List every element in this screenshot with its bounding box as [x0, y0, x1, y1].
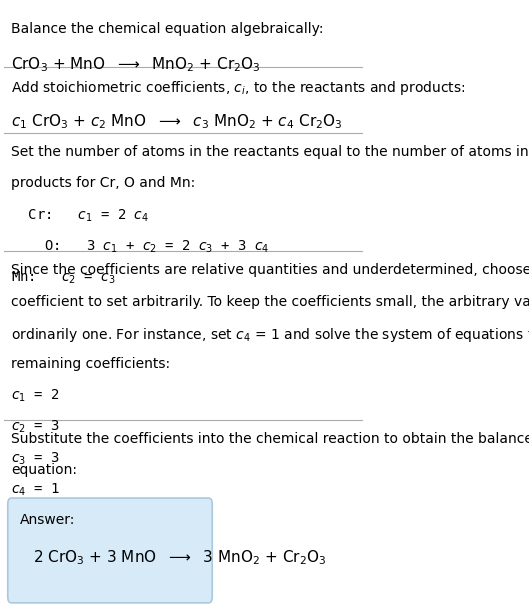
Text: $c_1$ = 2: $c_1$ = 2: [11, 388, 60, 404]
Text: Balance the chemical equation algebraically:: Balance the chemical equation algebraica…: [11, 22, 324, 36]
Text: Add stoichiometric coefficients, $c_i$, to the reactants and products:: Add stoichiometric coefficients, $c_i$, …: [11, 79, 466, 97]
FancyBboxPatch shape: [8, 498, 212, 603]
Text: Substitute the coefficients into the chemical reaction to obtain the balanced: Substitute the coefficients into the che…: [11, 432, 529, 446]
Text: products for Cr, O and Mn:: products for Cr, O and Mn:: [11, 176, 196, 190]
Text: equation:: equation:: [11, 463, 77, 477]
Text: $c_3$ = 3: $c_3$ = 3: [11, 450, 60, 467]
Text: Set the number of atoms in the reactants equal to the number of atoms in the: Set the number of atoms in the reactants…: [11, 145, 529, 159]
Text: Mn:   $c_2$ = $c_3$: Mn: $c_2$ = $c_3$: [11, 270, 116, 286]
Text: Cr:   $c_1$ = 2 $c_4$: Cr: $c_1$ = 2 $c_4$: [11, 207, 149, 223]
Text: $c_1$ CrO$_3$ + $c_2$ MnO  $\longrightarrow$  $c_3$ MnO$_2$ + $c_4$ Cr$_2$O$_3$: $c_1$ CrO$_3$ + $c_2$ MnO $\longrightarr…: [11, 112, 343, 131]
Text: ordinarily one. For instance, set $c_4$ = 1 and solve the system of equations fo: ordinarily one. For instance, set $c_4$ …: [11, 325, 529, 344]
Text: coefficient to set arbitrarily. To keep the coefficients small, the arbitrary va: coefficient to set arbitrarily. To keep …: [11, 294, 529, 308]
Text: CrO$_3$ + MnO  $\longrightarrow$  MnO$_2$ + Cr$_2$O$_3$: CrO$_3$ + MnO $\longrightarrow$ MnO$_2$ …: [11, 55, 261, 74]
Text: $c_4$ = 1: $c_4$ = 1: [11, 481, 60, 498]
Text: remaining coefficients:: remaining coefficients:: [11, 357, 170, 371]
Text: $c_2$ = 3: $c_2$ = 3: [11, 419, 60, 435]
Text: O:   3 $c_1$ + $c_2$ = 2 $c_3$ + 3 $c_4$: O: 3 $c_1$ + $c_2$ = 2 $c_3$ + 3 $c_4$: [11, 238, 270, 255]
Text: Since the coefficients are relative quantities and underdetermined, choose a: Since the coefficients are relative quan…: [11, 263, 529, 277]
Text: Answer:: Answer:: [20, 513, 76, 527]
Text: 2 CrO$_3$ + 3 MnO  $\longrightarrow$  3 MnO$_2$ + Cr$_2$O$_3$: 2 CrO$_3$ + 3 MnO $\longrightarrow$ 3 Mn…: [33, 549, 326, 567]
